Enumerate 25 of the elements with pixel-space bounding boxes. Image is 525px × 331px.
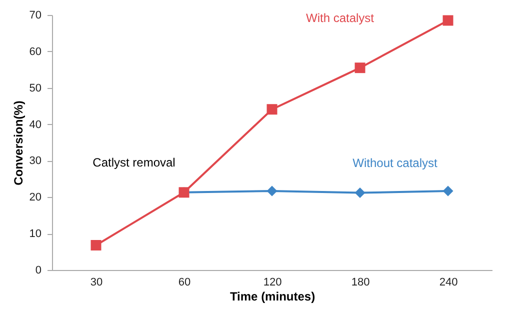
- y-tick-label: 20: [29, 192, 42, 204]
- x-tick-label: 120: [263, 276, 282, 288]
- text: With catalyst: [306, 10, 375, 25]
- y-tick-label: 50: [29, 82, 42, 94]
- x-tick-label: 30: [90, 276, 103, 288]
- y-axis-title: Conversion(%): [11, 100, 26, 186]
- point: [354, 62, 366, 74]
- annotation: Catlyst removal: [92, 155, 176, 170]
- x-tick-label: 180: [351, 276, 370, 288]
- y-tick-label: 60: [29, 46, 42, 58]
- point: [266, 104, 278, 115]
- x-axis-title: Time (minutes): [230, 290, 316, 304]
- point: [266, 186, 278, 196]
- point: [354, 188, 366, 198]
- point: [90, 240, 102, 250]
- y-tick-label: 40: [29, 118, 42, 131]
- x-tick-label: 60: [178, 276, 191, 288]
- series-label: Without catalyst: [352, 156, 438, 170]
- y-tick-label: 10: [29, 228, 42, 240]
- y-tick-label: 70: [29, 10, 42, 22]
- x-tick-label: 240: [439, 276, 458, 288]
- y-tick-label: 30: [29, 155, 42, 168]
- y-tick-label: 0: [35, 264, 42, 276]
- point: [442, 15, 454, 26]
- point: [442, 186, 454, 196]
